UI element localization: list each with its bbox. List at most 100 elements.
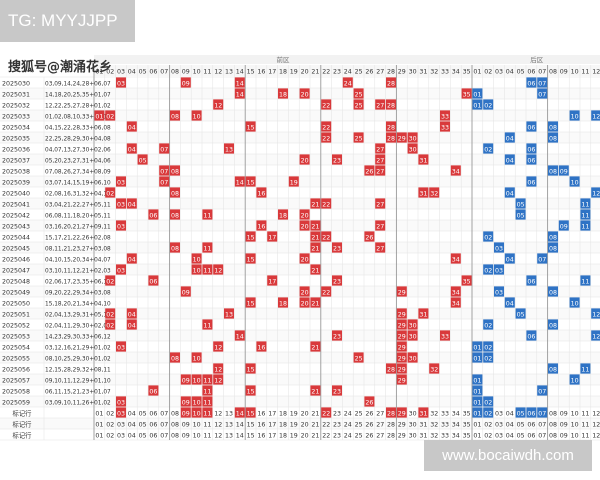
front-ball	[126, 198, 137, 209]
front-ball	[450, 165, 461, 176]
front-ball	[299, 88, 310, 99]
footer-number: 30	[409, 411, 417, 418]
issue-number: 2025047	[2, 268, 30, 275]
footer-number: 04	[506, 411, 514, 418]
front-ball	[170, 209, 180, 220]
front-ball	[407, 143, 418, 154]
issue-number: 2025035	[2, 136, 30, 143]
front-ball	[418, 308, 429, 319]
front-ball	[213, 99, 224, 110]
footer-number: 07	[160, 422, 168, 429]
footer-number: 05	[517, 433, 525, 440]
footer-number: 27	[376, 422, 384, 429]
back-ball-label: 04	[506, 257, 514, 264]
footer-number: 12	[214, 411, 222, 418]
front-ball-label: 10	[193, 378, 201, 385]
back-ball-label: 01	[473, 103, 481, 110]
front-ball-label: 30	[409, 323, 417, 330]
front-ball-label: 27	[376, 158, 384, 165]
back-ball	[504, 132, 515, 143]
front-ball	[450, 286, 461, 297]
front-ball-label: 27	[376, 103, 384, 110]
back-ball	[548, 165, 558, 176]
front-ball-label: 30	[409, 356, 417, 363]
back-ball-label: 10	[571, 378, 579, 385]
front-ball	[159, 143, 170, 154]
front-ball	[245, 253, 256, 264]
front-ball-label: 16	[257, 345, 265, 352]
front-ball	[224, 308, 234, 319]
footer-number: 20	[301, 422, 309, 429]
footer-number: 01	[473, 433, 481, 440]
front-ball	[299, 297, 310, 308]
front-header-number: 08	[171, 69, 179, 76]
front-ball	[105, 319, 116, 330]
front-ball-label: 22	[322, 103, 330, 110]
front-header-number: 28	[387, 69, 395, 76]
back-ball	[569, 297, 580, 308]
back-ball	[580, 209, 591, 220]
footer-number: 21	[311, 411, 319, 418]
footer-number: 12	[592, 411, 600, 418]
draw-result: 03,16,20,21,27+09,11	[45, 225, 111, 231]
back-zone-bar	[472, 55, 600, 64]
issue-number: 2025051	[2, 312, 30, 319]
footer-number: 11	[203, 411, 211, 418]
footer-number: 12	[214, 433, 222, 440]
footer-number: 09	[182, 422, 190, 429]
front-ball-label: 30	[409, 136, 417, 143]
front-ball-label: 28	[387, 367, 395, 374]
footer-number: 34	[452, 433, 460, 440]
front-ball-label: 04	[128, 323, 136, 330]
front-ball	[245, 385, 256, 396]
front-ball	[180, 396, 191, 407]
footer-number: 22	[322, 411, 330, 418]
footer-number: 16	[257, 433, 265, 440]
front-ball	[375, 99, 386, 110]
back-header-number: 10	[571, 69, 579, 76]
front-ball-label: 25	[355, 103, 363, 110]
front-ball	[245, 121, 256, 132]
front-ball-label: 23	[333, 279, 341, 286]
front-ball-label: 28	[387, 103, 395, 110]
front-ball-label: 06	[149, 389, 157, 396]
front-ball-label: 02	[106, 114, 114, 121]
back-ball-label: 06	[527, 147, 535, 154]
footer-marker	[472, 407, 483, 418]
footer-number: 10	[571, 433, 579, 440]
footer-number: 15	[247, 411, 255, 418]
front-ball	[278, 297, 288, 308]
issue-number: 2025057	[2, 378, 30, 385]
front-ball	[375, 154, 386, 165]
front-ball	[148, 209, 159, 220]
footer-number: 16	[257, 411, 265, 418]
front-ball	[245, 176, 256, 187]
draw-result: 07,08,26,27,34+08,09	[45, 170, 111, 176]
front-ball	[148, 275, 159, 286]
front-ball	[299, 253, 310, 264]
front-ball-label: 09	[182, 378, 190, 385]
footer-number: 32	[430, 422, 438, 429]
back-ball	[548, 286, 558, 297]
front-ball	[321, 132, 332, 143]
front-ball-label: 14	[236, 334, 244, 341]
back-ball-label: 12	[592, 312, 600, 319]
back-ball-label: 02	[484, 103, 492, 110]
footer-number: 01	[95, 433, 103, 440]
front-ball-label: 20	[301, 92, 309, 99]
footer-number: 03	[495, 422, 503, 429]
footer-number: 04	[128, 433, 136, 440]
footer-number: 32	[430, 433, 438, 440]
footer-number: 35	[463, 411, 471, 418]
front-ball	[170, 165, 180, 176]
back-ball	[548, 242, 558, 253]
front-ball-label: 08	[171, 213, 179, 220]
draw-result: 06,11,15,21,23+01,07	[45, 390, 111, 396]
front-ball	[126, 319, 137, 330]
front-ball-label: 21	[311, 389, 319, 396]
back-ball-label: 05	[517, 312, 525, 319]
draw-result: 04,10,15,20,34+04,07	[45, 258, 111, 264]
front-ball	[288, 176, 299, 187]
front-ball-label: 02	[106, 279, 114, 286]
front-ball	[407, 319, 418, 330]
